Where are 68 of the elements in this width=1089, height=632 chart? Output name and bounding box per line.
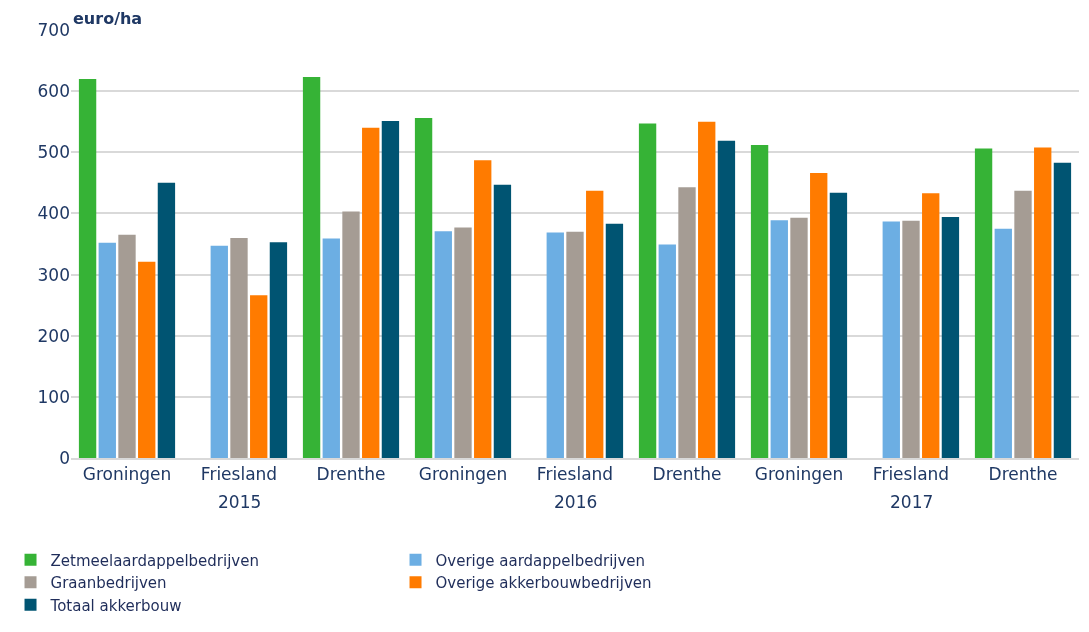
bar bbox=[810, 173, 828, 458]
bar bbox=[414, 118, 433, 458]
bar bbox=[546, 232, 564, 458]
legend-label: Graanbedrijven bbox=[50, 574, 167, 593]
bar bbox=[658, 244, 676, 458]
x-tick-label: Groningen bbox=[754, 464, 844, 485]
bar bbox=[210, 245, 228, 458]
legend-label: Zetmeelaardappelbedrijven bbox=[50, 551, 259, 570]
y-tick-label: 600 bbox=[37, 81, 70, 102]
bar bbox=[717, 140, 736, 458]
bar bbox=[974, 148, 993, 458]
text: 2016 bbox=[554, 492, 598, 512]
bar bbox=[230, 237, 248, 458]
bar bbox=[322, 238, 340, 458]
x-tick-label: Groningen bbox=[418, 464, 508, 485]
x-tick-label: Drenthe bbox=[652, 464, 722, 485]
x-tick-label: Drenthe bbox=[988, 464, 1058, 485]
y-tick-label: 400 bbox=[37, 203, 70, 224]
bar bbox=[678, 187, 696, 458]
legend-label: Overige aardappelbedrijven bbox=[435, 551, 646, 570]
bar bbox=[434, 231, 452, 458]
bar bbox=[362, 127, 380, 458]
bar bbox=[882, 221, 900, 458]
bar bbox=[922, 193, 940, 458]
x-tick-label: Drenthe bbox=[316, 464, 386, 485]
bar bbox=[586, 190, 604, 458]
x-tick-label: Groningen bbox=[82, 464, 172, 485]
bar bbox=[138, 261, 156, 458]
text: 2017 bbox=[890, 492, 934, 512]
legend-label: Overige akkerbouwbedrijven bbox=[435, 574, 652, 593]
bar bbox=[454, 227, 472, 458]
bar bbox=[302, 77, 321, 458]
bar bbox=[638, 123, 657, 458]
y-tick-label: 100 bbox=[37, 386, 70, 407]
bar bbox=[566, 231, 584, 458]
bar bbox=[474, 160, 492, 458]
bar bbox=[698, 121, 716, 458]
y-axis-title: euro/ha bbox=[73, 9, 143, 28]
x-tick-label: Friesland bbox=[536, 464, 614, 485]
y-tick-label: 300 bbox=[37, 264, 70, 285]
y-tick-label: 0 bbox=[59, 447, 70, 468]
bar bbox=[1034, 147, 1052, 458]
bar bbox=[78, 78, 97, 458]
y-tick-label: 200 bbox=[37, 325, 70, 346]
bar bbox=[493, 184, 512, 458]
bar bbox=[157, 182, 176, 458]
bar bbox=[829, 192, 848, 458]
bar bbox=[750, 144, 769, 458]
bar bbox=[118, 234, 136, 458]
legend-label: Totaal akkerbouw bbox=[49, 596, 182, 615]
bar bbox=[770, 220, 788, 458]
text: 2015 bbox=[218, 492, 262, 512]
bar bbox=[342, 211, 360, 458]
bar bbox=[790, 217, 808, 458]
y-tick-label: 500 bbox=[37, 142, 70, 163]
y-tick-label: 700 bbox=[37, 19, 70, 40]
bar bbox=[994, 228, 1012, 458]
bar bbox=[250, 295, 268, 458]
bar bbox=[1053, 162, 1072, 458]
x-tick-label: Friesland bbox=[200, 464, 278, 485]
bar bbox=[605, 223, 624, 458]
bar bbox=[902, 220, 920, 458]
bar bbox=[269, 242, 288, 458]
bar bbox=[941, 217, 960, 458]
bar bbox=[1014, 190, 1032, 458]
x-tick-label: Friesland bbox=[872, 464, 950, 485]
bar bbox=[98, 242, 116, 458]
bar bbox=[381, 121, 400, 458]
